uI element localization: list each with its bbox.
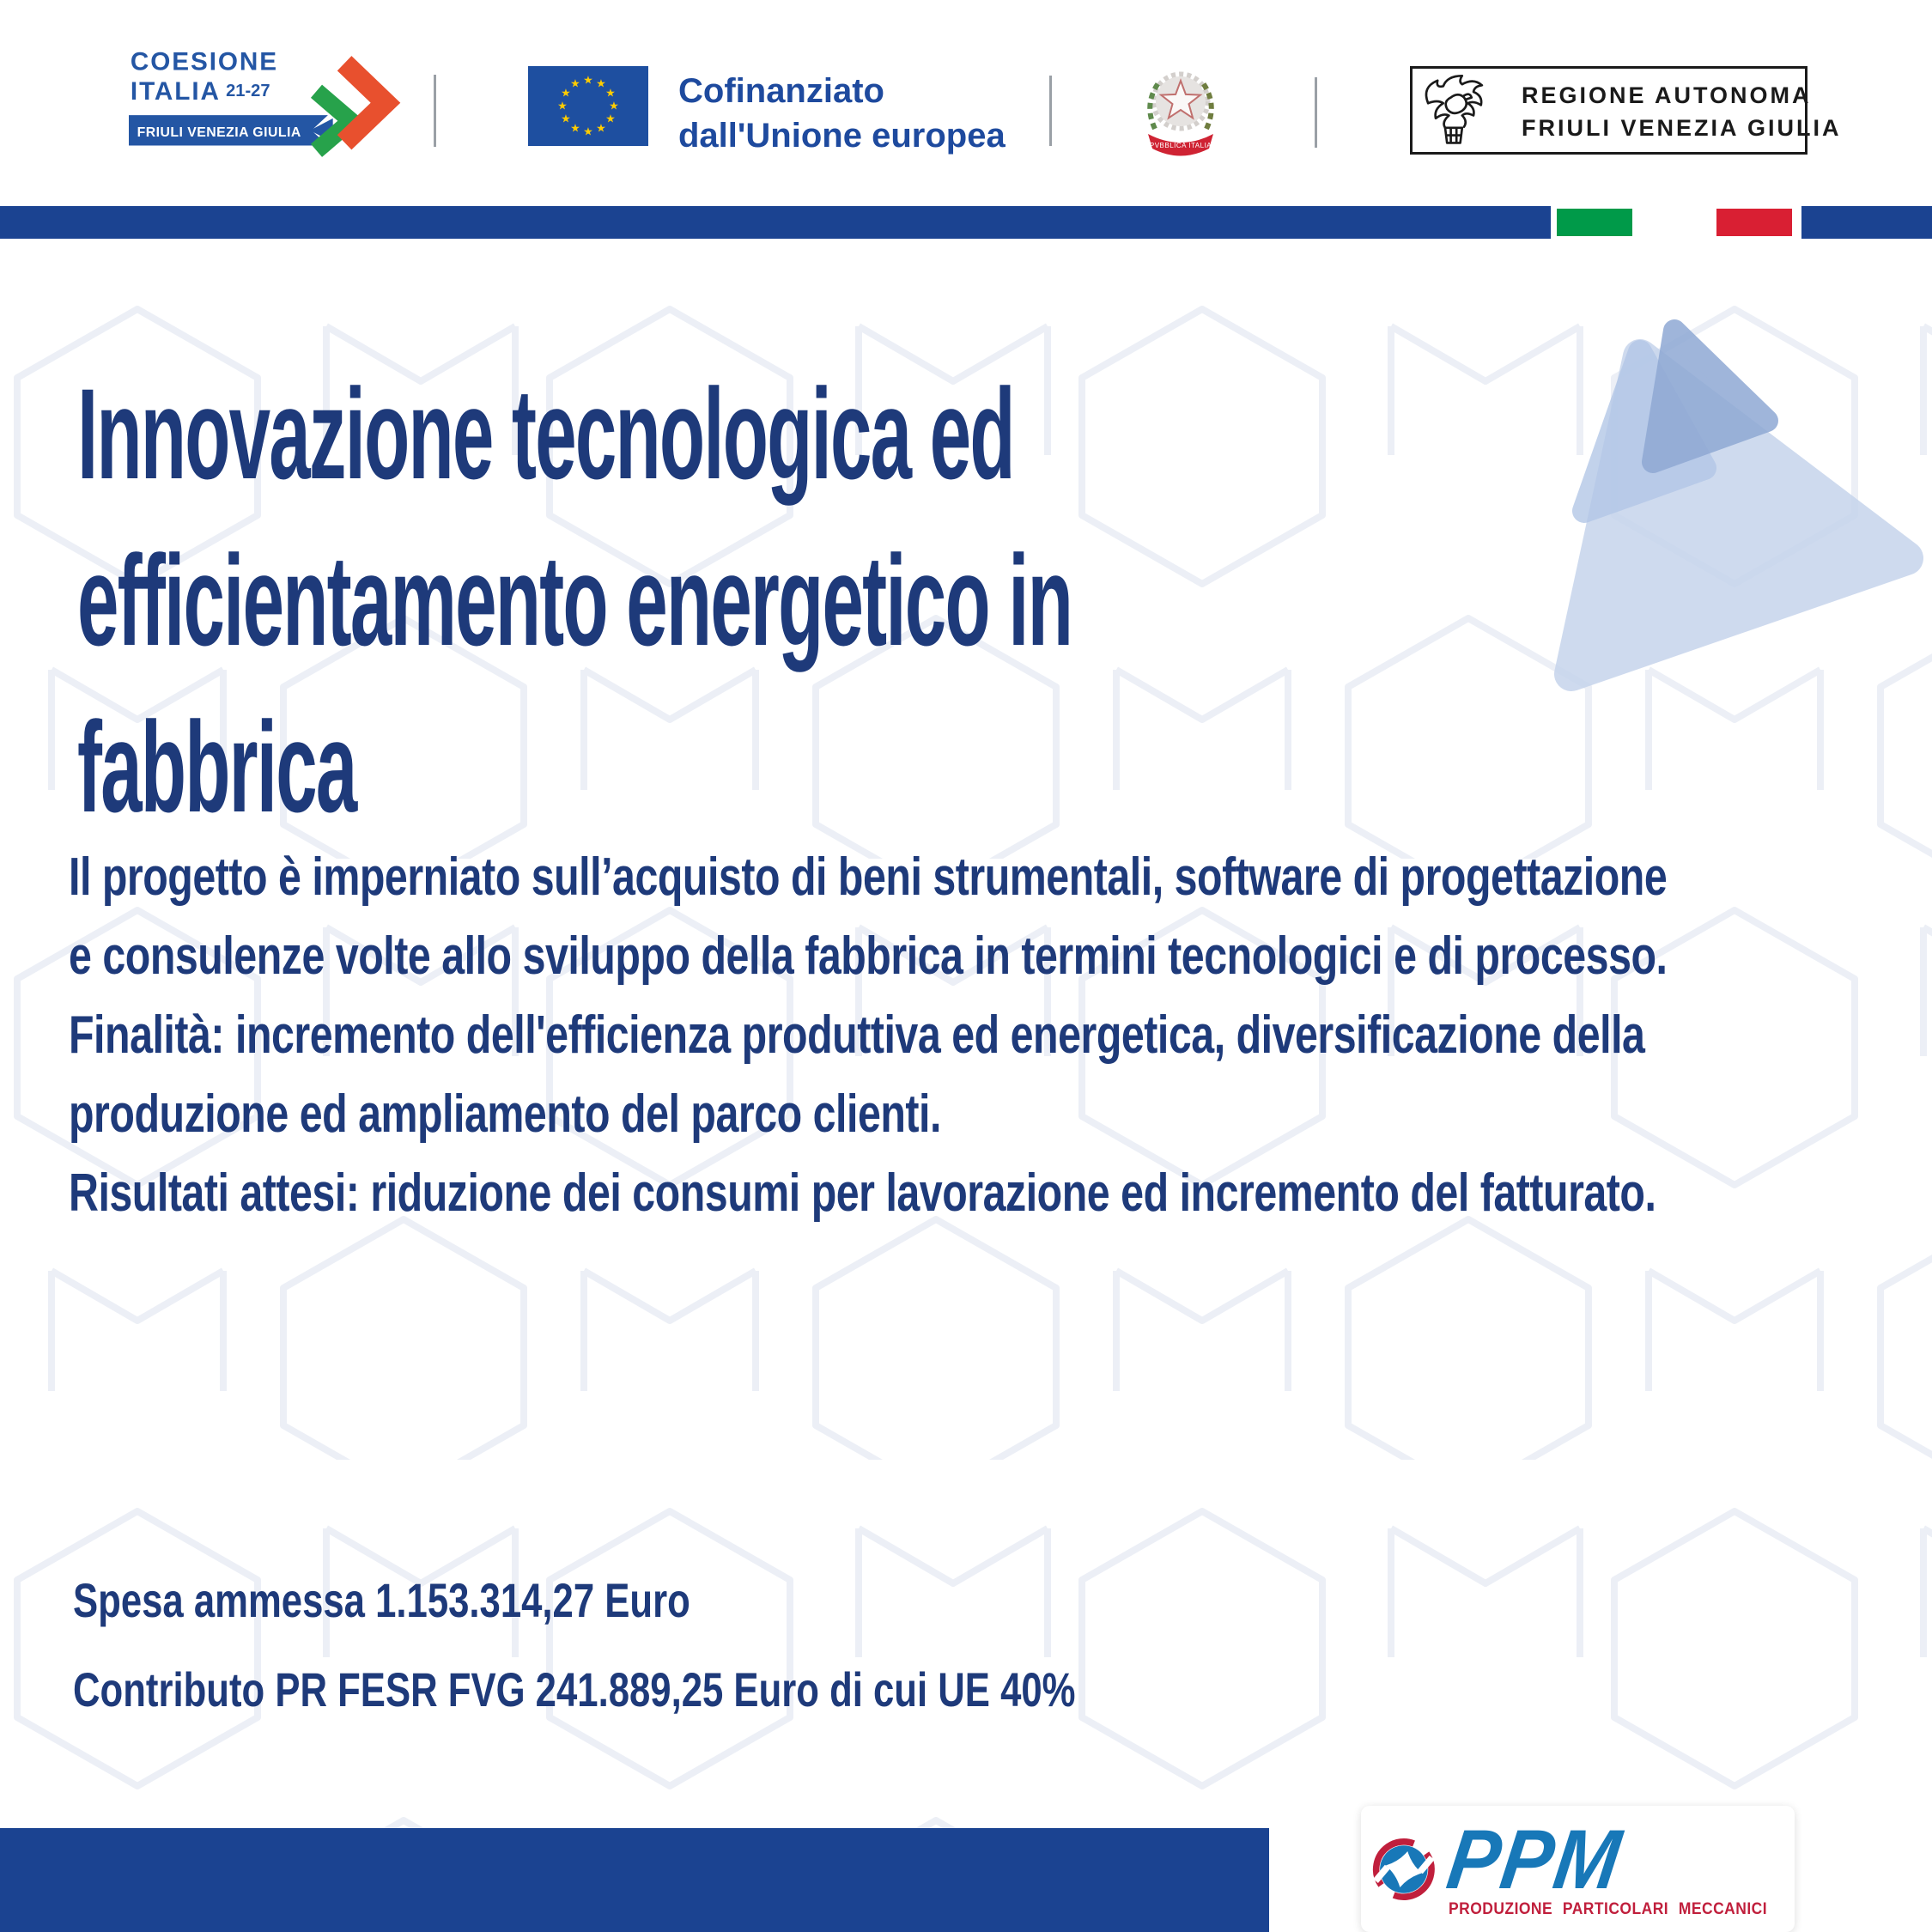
italian-flag-green bbox=[1557, 209, 1632, 236]
italian-republic-emblem: REPVBBLICA ITALIANA bbox=[1139, 71, 1223, 156]
description-line: produzione ed ampliamento del parco clie… bbox=[69, 1084, 941, 1144]
eu-flag-stars: ★ ★ ★ ★ ★ ★ ★ ★ ★ ★ ★ ★ bbox=[557, 74, 619, 138]
coesione-line1: COESIONE bbox=[131, 47, 278, 76]
coesione-line2: ITALIA bbox=[131, 77, 221, 106]
italian-flag-red bbox=[1716, 209, 1792, 236]
header: COESIONE ITALIA 21-27 FRIULI VENEZIA GIU… bbox=[0, 0, 1932, 206]
eu-star: ★ bbox=[570, 122, 580, 135]
coesione-banner-shape bbox=[129, 115, 328, 146]
eu-star: ★ bbox=[561, 87, 571, 100]
eu-star: ★ bbox=[596, 122, 606, 135]
coesione-red-chevron bbox=[337, 56, 401, 150]
emblem-olive-branch bbox=[1147, 79, 1163, 131]
page-title: Innovazione tecnologica ed efficientamen… bbox=[77, 350, 1932, 850]
emblem-ribbon-text: REPVBBLICA ITALIANA bbox=[1139, 142, 1223, 149]
regione-line1: REGIONE AUTONOMA bbox=[1522, 82, 1812, 108]
eu-funding-line1: Cofinanziato bbox=[678, 72, 884, 110]
description-line: Risultati attesi: riduzione dei consumi … bbox=[69, 1163, 1656, 1223]
description-line: e consulenze volte allo sviluppo della f… bbox=[69, 927, 1668, 986]
ppm-wordmark: PPM bbox=[1441, 1811, 1628, 1906]
header-divider-3 bbox=[1315, 77, 1317, 148]
emblem-cog bbox=[1151, 71, 1211, 131]
regione-eagle-icon bbox=[1425, 74, 1484, 144]
emblem-oak-branch bbox=[1199, 79, 1214, 131]
emblem-ribbon bbox=[1148, 134, 1213, 156]
coesione-banner-text: FRIULI VENEZIA GIULIA bbox=[137, 125, 301, 140]
description-line: Finalità: incremento dell'efficienza pro… bbox=[69, 1005, 1645, 1065]
spesa-ammessa: Spesa ammessa 1.153.314,27 Euro bbox=[73, 1573, 690, 1627]
eu-star: ★ bbox=[596, 77, 606, 90]
eu-funding-text: Cofinanziato dall'Unione europea bbox=[678, 69, 1005, 158]
ppm-logo-card: PPM PRODUZIONE PARTICOLARI MECCANICI bbox=[1361, 1806, 1795, 1932]
eu-star: ★ bbox=[583, 74, 593, 87]
ppm-subtitle: PRODUZIONE PARTICOLARI MECCANICI bbox=[1448, 1899, 1767, 1918]
ppm-swirl-icon bbox=[1372, 1838, 1435, 1900]
title-line1: Innovazione tecnologica ed bbox=[77, 361, 1016, 506]
coesione-italia-logo: COESIONE ITALIA 21-27 FRIULI VENEZIA GIU… bbox=[129, 47, 401, 157]
regione-line2: FRIULI VENEZIA GIULIA bbox=[1522, 115, 1842, 141]
eu-funding-line2: dall'Unione europea bbox=[678, 117, 1005, 155]
title-line2: efficientamento energetico in bbox=[77, 528, 1073, 672]
coesione-years: 21-27 bbox=[226, 82, 270, 100]
eu-star: ★ bbox=[561, 112, 571, 125]
header-divider-2 bbox=[1049, 76, 1052, 146]
title-line3: fabbrica bbox=[77, 695, 357, 839]
contributo-fesr: Contributo PR FESR FVG 241.889,25 Euro d… bbox=[73, 1662, 1076, 1716]
decorative-triangles bbox=[1554, 319, 1923, 691]
regione-fvg-text: REGIONE AUTONOMA FRIULI VENEZIA GIULIA bbox=[1522, 79, 1842, 144]
emblem-star bbox=[1158, 78, 1203, 120]
italian-flag bbox=[1551, 204, 1801, 241]
header-divider-1 bbox=[434, 75, 436, 147]
eu-star: ★ bbox=[605, 87, 616, 100]
eu-star: ★ bbox=[557, 100, 568, 112]
bottom-bar bbox=[0, 1828, 1269, 1932]
eu-star: ★ bbox=[605, 112, 616, 125]
coesione-green-chevron bbox=[310, 84, 365, 157]
eu-star: ★ bbox=[583, 125, 593, 138]
description-line: Il progetto è imperniato sull’acquisto d… bbox=[69, 848, 1668, 907]
eu-star: ★ bbox=[570, 77, 580, 90]
eu-flag: ★ ★ ★ ★ ★ ★ ★ ★ ★ ★ ★ ★ bbox=[528, 66, 648, 146]
top-bar bbox=[0, 204, 1932, 241]
eu-star: ★ bbox=[609, 100, 619, 112]
triangle-small bbox=[1642, 319, 1778, 473]
project-description: Il progetto è imperniato sull’acquisto d… bbox=[69, 838, 1932, 1233]
